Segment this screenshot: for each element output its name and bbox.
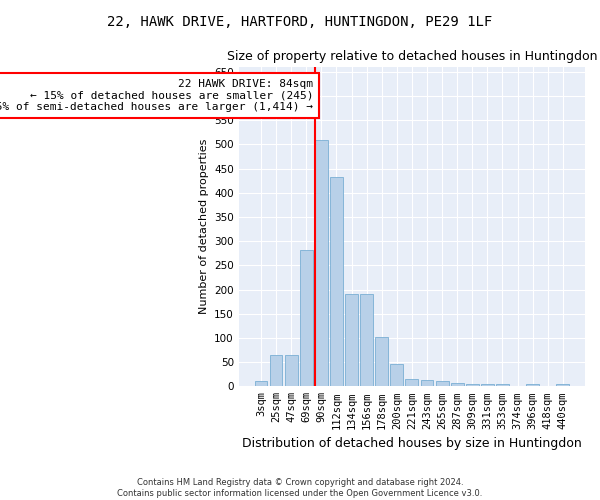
- Text: 22 HAWK DRIVE: 84sqm
← 15% of detached houses are smaller (245)
85% of semi-deta: 22 HAWK DRIVE: 84sqm ← 15% of detached h…: [0, 79, 313, 112]
- Bar: [360, 294, 373, 386]
- Bar: [391, 364, 403, 386]
- Bar: [330, 178, 343, 386]
- Bar: [285, 355, 298, 386]
- Bar: [526, 384, 539, 386]
- Title: Size of property relative to detached houses in Huntingdon: Size of property relative to detached ho…: [227, 50, 597, 63]
- Bar: [496, 384, 509, 386]
- Bar: [406, 378, 418, 386]
- Bar: [254, 382, 268, 386]
- Text: Contains HM Land Registry data © Crown copyright and database right 2024.
Contai: Contains HM Land Registry data © Crown c…: [118, 478, 482, 498]
- X-axis label: Distribution of detached houses by size in Huntingdon: Distribution of detached houses by size …: [242, 437, 582, 450]
- Bar: [300, 250, 313, 386]
- Bar: [481, 384, 494, 386]
- Bar: [421, 380, 433, 386]
- Bar: [269, 355, 283, 386]
- Bar: [556, 384, 569, 386]
- Bar: [451, 384, 464, 386]
- Bar: [375, 338, 388, 386]
- Text: 22, HAWK DRIVE, HARTFORD, HUNTINGDON, PE29 1LF: 22, HAWK DRIVE, HARTFORD, HUNTINGDON, PE…: [107, 15, 493, 29]
- Y-axis label: Number of detached properties: Number of detached properties: [199, 139, 209, 314]
- Bar: [315, 140, 328, 386]
- Bar: [436, 382, 449, 386]
- Bar: [345, 294, 358, 386]
- Bar: [466, 384, 479, 386]
